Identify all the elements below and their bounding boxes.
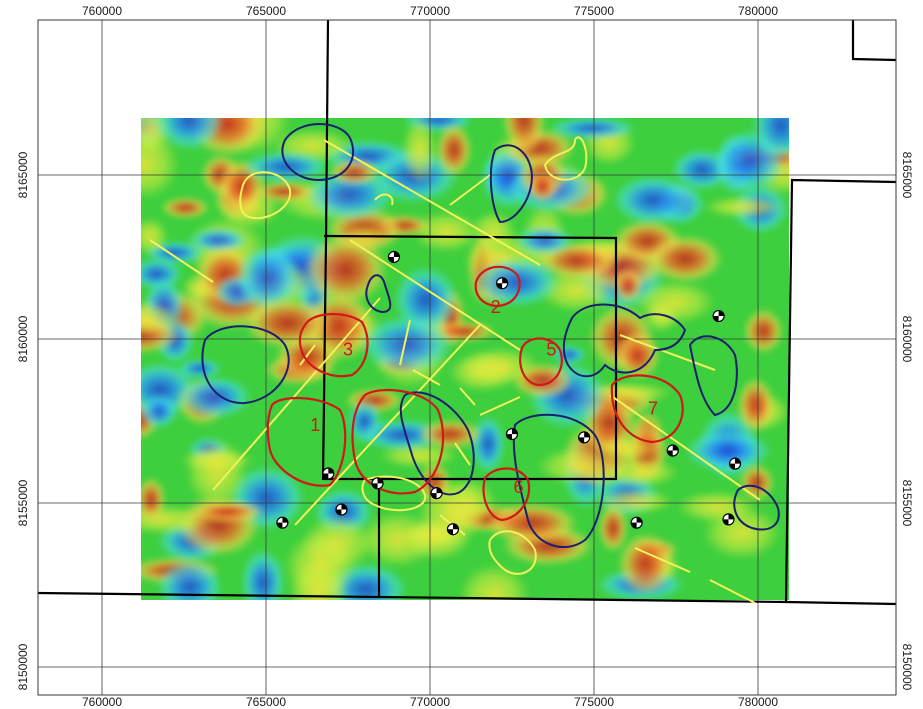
magnetic-anomaly-raster	[141, 118, 789, 600]
drill-hole-icon	[666, 444, 679, 457]
x-tick-label: 770000	[410, 4, 450, 18]
coordinate-tick-labels: 760000 760000 765000 765000 770000 770000 7750…	[16, 4, 914, 709]
blue-outline	[512, 413, 605, 549]
drill-hole-icon	[276, 516, 289, 529]
drill-hole-icon	[496, 277, 509, 290]
lineament-curve	[543, 136, 588, 181]
lineament	[299, 344, 316, 366]
anomaly-label: 6	[514, 477, 524, 497]
x-tick-label: 760000	[82, 695, 122, 709]
red-outline-2	[474, 265, 521, 308]
boundary-line-west	[321, 19, 330, 481]
red-outline-7	[610, 374, 684, 444]
drill-hole-icon	[505, 428, 519, 441]
lineament	[212, 297, 381, 491]
lineament-curve	[374, 193, 394, 206]
anomaly-labels: 1 2 3 5 6 7	[310, 297, 658, 497]
lineament	[349, 239, 521, 351]
y-tick-label-left: 8165000	[16, 151, 30, 198]
lineament	[609, 394, 761, 501]
red-outline-5	[519, 337, 563, 387]
lineament	[323, 139, 541, 266]
lineament	[709, 579, 756, 604]
blue-outline	[733, 484, 780, 531]
lineament-curve	[361, 475, 427, 512]
lineament	[449, 174, 491, 206]
drill-hole-icon	[722, 513, 735, 526]
drill-hole-icon	[371, 477, 384, 490]
blue-outline	[562, 303, 687, 378]
drill-hole-markers	[276, 250, 742, 536]
y-tick-label-left: 8150000	[16, 643, 30, 690]
drill-hole-icon	[630, 516, 643, 529]
boundary-line-corner-ne	[851, 20, 897, 62]
lineament	[634, 547, 691, 573]
lineament	[399, 319, 411, 366]
blue-outline	[399, 391, 475, 496]
boundary-line-east	[784, 178, 897, 603]
x-tick-label: 775000	[574, 695, 614, 709]
x-tick-label: 760000	[82, 4, 122, 18]
anomaly-label: 1	[310, 415, 320, 435]
drill-hole-icon	[712, 309, 725, 323]
drill-hole-icon	[335, 503, 348, 516]
lineament	[459, 387, 476, 406]
lineament	[294, 324, 481, 526]
y-tick-label-left: 8155000	[16, 479, 30, 526]
x-tick-label: 765000	[246, 4, 286, 18]
x-tick-label: 780000	[738, 695, 778, 709]
y-tick-label-right: 8155000	[900, 480, 914, 527]
anomaly-label: 5	[546, 339, 556, 359]
drill-hole-icon	[578, 431, 591, 444]
lineament	[454, 442, 471, 466]
anomaly-label: 3	[343, 339, 353, 359]
anomaly-label: 7	[648, 398, 658, 418]
red-outline-3	[298, 312, 369, 378]
map-frame-border	[37, 19, 897, 696]
boundary-line-outer-south	[37, 591, 897, 606]
lineament-curve	[239, 171, 292, 220]
y-tick-label-right: 8160000	[900, 316, 914, 363]
red-outline-4	[351, 388, 445, 495]
blue-outline	[365, 274, 392, 314]
blue-outline	[489, 144, 534, 224]
y-tick-label-right: 8165000	[900, 152, 914, 199]
x-tick-label: 780000	[738, 4, 778, 18]
blue-outline	[688, 335, 738, 417]
yellow-lineaments	[149, 136, 761, 604]
drill-hole-icon	[322, 467, 335, 480]
lineament-curve	[488, 530, 537, 575]
drill-hole-icon	[446, 523, 460, 536]
x-tick-label: 765000	[246, 695, 286, 709]
lineament	[149, 239, 214, 283]
blue-outline	[281, 123, 355, 182]
x-tick-label: 770000	[410, 695, 450, 709]
drill-hole-icon	[387, 250, 401, 264]
drill-hole-icon	[430, 487, 443, 500]
drill-hole-icon	[728, 457, 742, 470]
blue-anomaly-outlines	[201, 123, 780, 549]
red-target-outlines	[266, 265, 684, 522]
anomaly-label: 2	[491, 297, 501, 317]
y-tick-label-left: 8160000	[16, 315, 30, 362]
blue-outline	[201, 325, 290, 405]
lineament	[479, 396, 521, 416]
red-outline-6	[482, 467, 531, 522]
lineament	[412, 369, 441, 386]
lineament	[619, 334, 716, 371]
y-tick-label-right: 8150000	[900, 644, 914, 691]
x-tick-label: 775000	[574, 4, 614, 18]
red-outline-1	[266, 396, 347, 487]
